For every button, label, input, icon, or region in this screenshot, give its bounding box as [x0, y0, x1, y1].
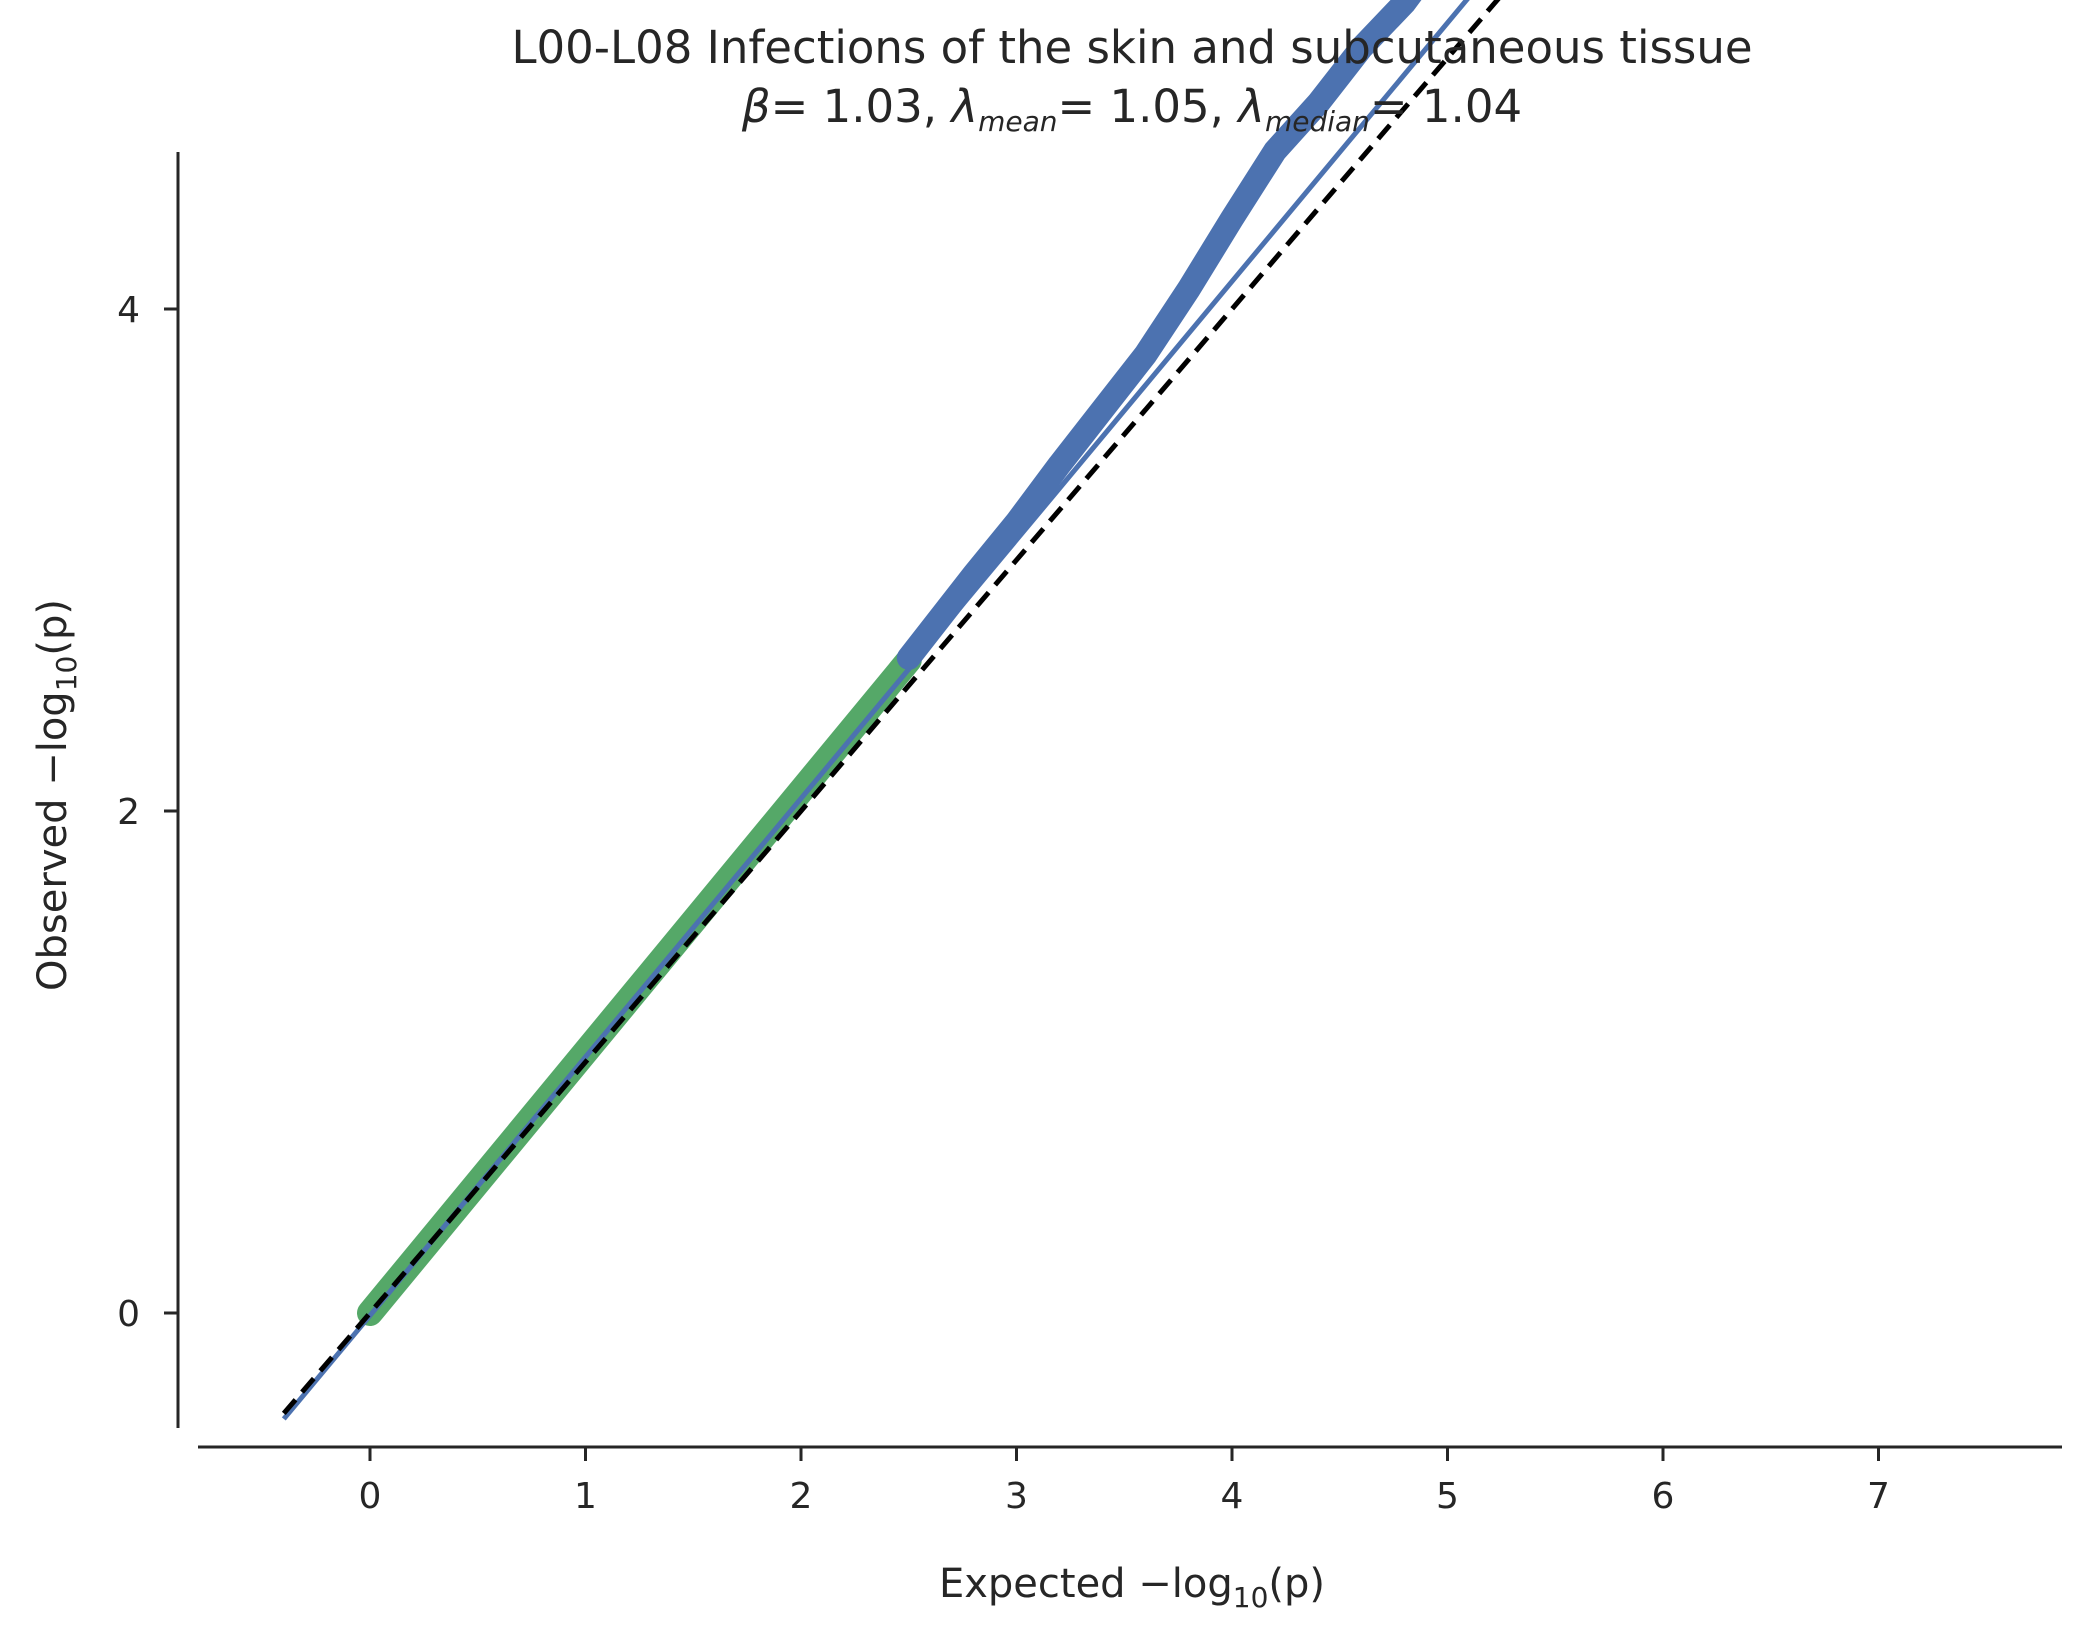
y-tick-label: 0: [117, 1294, 140, 1335]
x-tick-label: 5: [1436, 1476, 1459, 1517]
y-tick-label: 4: [117, 290, 140, 331]
fit-line: [281, 0, 1470, 1421]
x-tick-label: 7: [1867, 1476, 1890, 1517]
x-tick-label: 3: [1005, 1476, 1028, 1517]
x-tick-label: 1: [574, 1476, 597, 1517]
chart-subtitle: β= 1.03, λmean= 1.05, λmedian= 1.04: [741, 80, 1522, 138]
x-tick-label: 6: [1652, 1476, 1675, 1517]
x-tick-label: 2: [790, 1476, 813, 1517]
y-tick-label: 2: [117, 792, 140, 833]
chart-title: L00-L08 Infections of the skin and subcu…: [511, 21, 1752, 74]
bulk-points-curve: [896, 0, 1422, 670]
x-tick-label: 4: [1221, 1476, 1244, 1517]
y-axis-label: Observed −log10(p): [30, 599, 83, 991]
x-axis-label: Expected −log10(p): [939, 1561, 1325, 1614]
identity-line: [281, 0, 1501, 1416]
axes: 0123456702468: [117, 152, 2062, 1517]
data-points: [896, 0, 1422, 670]
reference-lines: [281, 0, 1501, 1421]
x-tick-label: 0: [359, 1476, 382, 1517]
